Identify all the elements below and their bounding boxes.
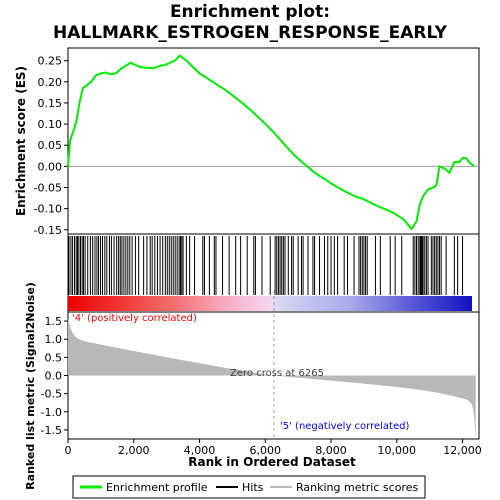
es-axis: -0.15 -0.10 -0.05 0.00 0.05 0.10 0.15 0.20 0.25 <box>34 55 68 237</box>
metric-y-tick-label: -1.0 <box>41 406 62 419</box>
x-axis: 0 2,000 4,000 6,000 8,000 10,000 12,000 <box>65 439 482 457</box>
es-y-tick-label: 0.25 <box>38 55 63 68</box>
metric-y-axis-label: Ranked list metric (Signal2Noise) <box>24 282 37 490</box>
enrichment-profile-line <box>67 54 475 231</box>
legend: Enrichment profile Hits Ranking metric sco… <box>80 481 418 494</box>
chart-title-line2: HALLMARK_ESTROGEN_RESPONSE_EARLY <box>53 23 448 43</box>
x-axis-label: Rank in Ordered Dataset <box>188 455 356 469</box>
es-y-tick-label: -0.10 <box>34 203 62 216</box>
chart-title-line1: Enrichment plot: <box>170 2 330 22</box>
es-y-axis-label: Enrichment score (ES) <box>14 66 28 216</box>
rank-color-bar <box>68 296 472 311</box>
es-panel-frame <box>67 47 480 235</box>
metric-y-tick-label: 1.0 <box>45 333 63 346</box>
legend-label: Ranking metric scores <box>296 481 418 494</box>
positive-correlation-label: '4' (positively correlated) <box>72 313 197 324</box>
metric-y-tick-label: 0.5 <box>45 351 63 364</box>
es-y-tick-label: -0.15 <box>34 224 62 237</box>
es-y-tick-label: 0.20 <box>38 76 63 89</box>
es-y-tick-label: 0.00 <box>38 160 63 173</box>
ranking-metric-area <box>68 318 476 439</box>
es-y-tick-label: -0.05 <box>34 182 62 195</box>
es-y-tick-label: 0.15 <box>38 97 63 110</box>
x-tick-label: 6,000 <box>250 444 282 457</box>
negative-correlation-label: '5' (negatively correlated) <box>280 421 409 432</box>
metric-y-tick-label: 0.0 <box>45 370 63 383</box>
x-tick-label: 4,000 <box>184 444 216 457</box>
legend-label: Enrichment profile <box>106 481 208 494</box>
es-y-tick-label: 0.05 <box>38 139 63 152</box>
metric-y-tick-label: -1.5 <box>41 424 62 437</box>
es-y-tick-label: 0.10 <box>38 118 63 131</box>
x-tick-label: 10,000 <box>378 444 417 457</box>
metric-y-tick-label: 1.5 <box>45 315 63 328</box>
x-tick-label: 2,000 <box>118 444 150 457</box>
metric-axis: -1.5 -1.0 -0.5 0.0 0.5 1.0 1.5 <box>41 315 68 437</box>
x-tick-label: 8,000 <box>315 444 347 457</box>
legend-box <box>72 475 426 499</box>
x-tick-label: 12,000 <box>443 444 482 457</box>
metric-y-tick-label: -0.5 <box>41 388 62 401</box>
legend-label: Hits <box>242 481 264 494</box>
zero-cross-label: Zero cross at 6265 <box>230 368 324 379</box>
x-tick-label: 0 <box>65 444 72 457</box>
hits-group <box>68 236 464 295</box>
